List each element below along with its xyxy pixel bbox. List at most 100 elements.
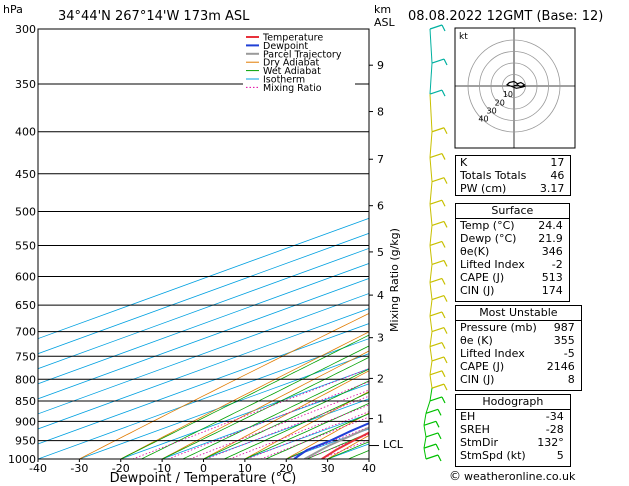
wind-barb-flag <box>437 432 442 440</box>
wind-barb-flag <box>443 327 448 334</box>
most-unstable-row: CIN (J) 8 <box>456 373 581 386</box>
wind-barb-flag <box>443 260 448 267</box>
most-unstable-row: CAPE (J) 2146 <box>456 360 581 373</box>
hodograph-ring-label: 30 <box>487 106 497 115</box>
pressure-tick-label: 950 <box>15 435 36 448</box>
copyright-symbol: © <box>449 469 461 483</box>
hodograph-stat-row: EH -34 <box>456 410 570 423</box>
wind-barb-flag <box>441 311 446 319</box>
pressure-tick-label: 750 <box>15 350 36 363</box>
isotherm-line <box>38 338 369 459</box>
wet-adiabat-line <box>182 368 369 459</box>
dry-adiabat-line <box>120 331 369 459</box>
wet-adiabat-line <box>161 356 369 459</box>
wind-barb-flag <box>441 24 446 32</box>
wind-profile-segment <box>423 436 427 449</box>
wind-barbs-column <box>423 24 448 462</box>
surface-box: Surface Temp (°C) 24.4 Dewp (°C) 21.9 θe(K) 3… <box>455 203 570 302</box>
legend-entry: Dewpoint <box>263 41 308 52</box>
wet-adiabat-line <box>120 334 369 459</box>
dry-adiabat-line <box>576 29 629 459</box>
hodograph-ring <box>467 39 561 133</box>
x-tick-label: -10 <box>153 462 171 475</box>
site-name[interactable]: weatheronline.co.uk <box>464 470 576 483</box>
hodograph-stat-row: StmSpd (kt) 5 <box>456 449 570 462</box>
most-unstable-value: -5 <box>563 347 575 360</box>
wind-barb <box>429 277 443 284</box>
pressure-tick-label: 500 <box>15 205 36 218</box>
wind-profile-segment <box>429 299 433 317</box>
most-unstable-row: θe (K) 355 <box>456 334 581 347</box>
wind-barb-flag <box>443 383 448 391</box>
pressure-tick-label: 450 <box>15 168 36 181</box>
dry-adiabat-line <box>244 390 369 459</box>
axes-labels: 3003504004505005506006507007508008509009… <box>8 23 384 475</box>
wind-barb-flag <box>443 295 448 302</box>
wet-adiabat-line <box>265 413 369 459</box>
legend-entry: Isotherm <box>263 75 305 86</box>
surface-value: 346 <box>541 245 563 258</box>
x-tick-label: -20 <box>112 462 130 475</box>
wind-profile-segment <box>429 157 433 182</box>
pressure-tick-label: 350 <box>15 78 36 91</box>
legend-entry: Temperature <box>262 33 323 44</box>
wind-profile-segment <box>429 63 433 95</box>
most-unstable-value: 2146 <box>546 360 575 373</box>
wind-barb-flag <box>443 177 448 184</box>
wind-profile-segment <box>429 374 433 389</box>
lcl-label: LCL <box>383 438 404 451</box>
height-km-label: 9 <box>377 59 384 72</box>
index-row: K 17 <box>456 156 570 169</box>
pressure-tick-label: 300 <box>15 23 36 36</box>
surface-value: 513 <box>541 271 563 284</box>
legend-background <box>243 31 355 93</box>
wind-barb-flag <box>443 221 448 228</box>
pressure-tick-label: 700 <box>15 326 36 339</box>
wet-adiabat-line <box>203 380 369 459</box>
isotherm-line <box>161 383 369 459</box>
dry-adiabat-line <box>203 370 369 459</box>
wind-barb <box>431 259 445 266</box>
hodograph-ring <box>479 51 549 121</box>
wind-barb <box>429 24 443 30</box>
surface-label: CAPE (J) <box>460 271 505 284</box>
height-km-label: 4 <box>377 289 384 302</box>
wind-barb <box>425 432 439 438</box>
mixing-ratio-axis-label: Mixing Ratio (g/kg) <box>388 228 401 332</box>
hodograph-stat-value: 5 <box>556 449 564 462</box>
wind-barb-flag <box>437 454 442 462</box>
wind-profile-segment <box>429 346 433 362</box>
wind-profile-segment <box>429 131 433 158</box>
surface-row: Temp (°C) 24.4 <box>456 219 569 232</box>
x-tick-label: -40 <box>29 462 47 475</box>
height-km-label: 2 <box>377 372 384 385</box>
wind-profile-segment <box>429 94 433 132</box>
wind-profile-segment <box>429 28 433 64</box>
pressure-unit-label: hPa <box>3 3 23 16</box>
wind-barb <box>429 153 443 159</box>
surface-row: CIN (J) 174 <box>456 284 569 297</box>
index-label: Totals Totals <box>460 169 527 182</box>
hodograph-stat-label: EH <box>460 410 476 423</box>
legend-entry: Wet Adiabat <box>263 66 321 77</box>
surface-label: CIN (J) <box>460 284 495 297</box>
hodograph-stat-value: -34 <box>545 410 564 423</box>
wind-barb-flag <box>441 370 446 378</box>
wind-barb <box>429 311 443 317</box>
wind-profile-segment <box>429 264 433 283</box>
wind-profile-segment <box>429 225 433 246</box>
asl-unit-label: ASL <box>374 16 396 29</box>
wind-barb <box>431 356 445 362</box>
pressure-tick-label: 400 <box>15 126 36 139</box>
hodograph-ring <box>490 62 538 110</box>
legend-entry: Mixing Ratio <box>263 83 322 94</box>
isotherm-line <box>38 293 369 415</box>
hodograph-trace <box>505 80 526 89</box>
x-tick-label: 40 <box>362 462 376 475</box>
wind-barb <box>431 220 445 227</box>
surface-value: 24.4 <box>538 219 563 232</box>
wind-profile-segment <box>429 282 433 300</box>
wind-profile-segment <box>429 360 433 375</box>
